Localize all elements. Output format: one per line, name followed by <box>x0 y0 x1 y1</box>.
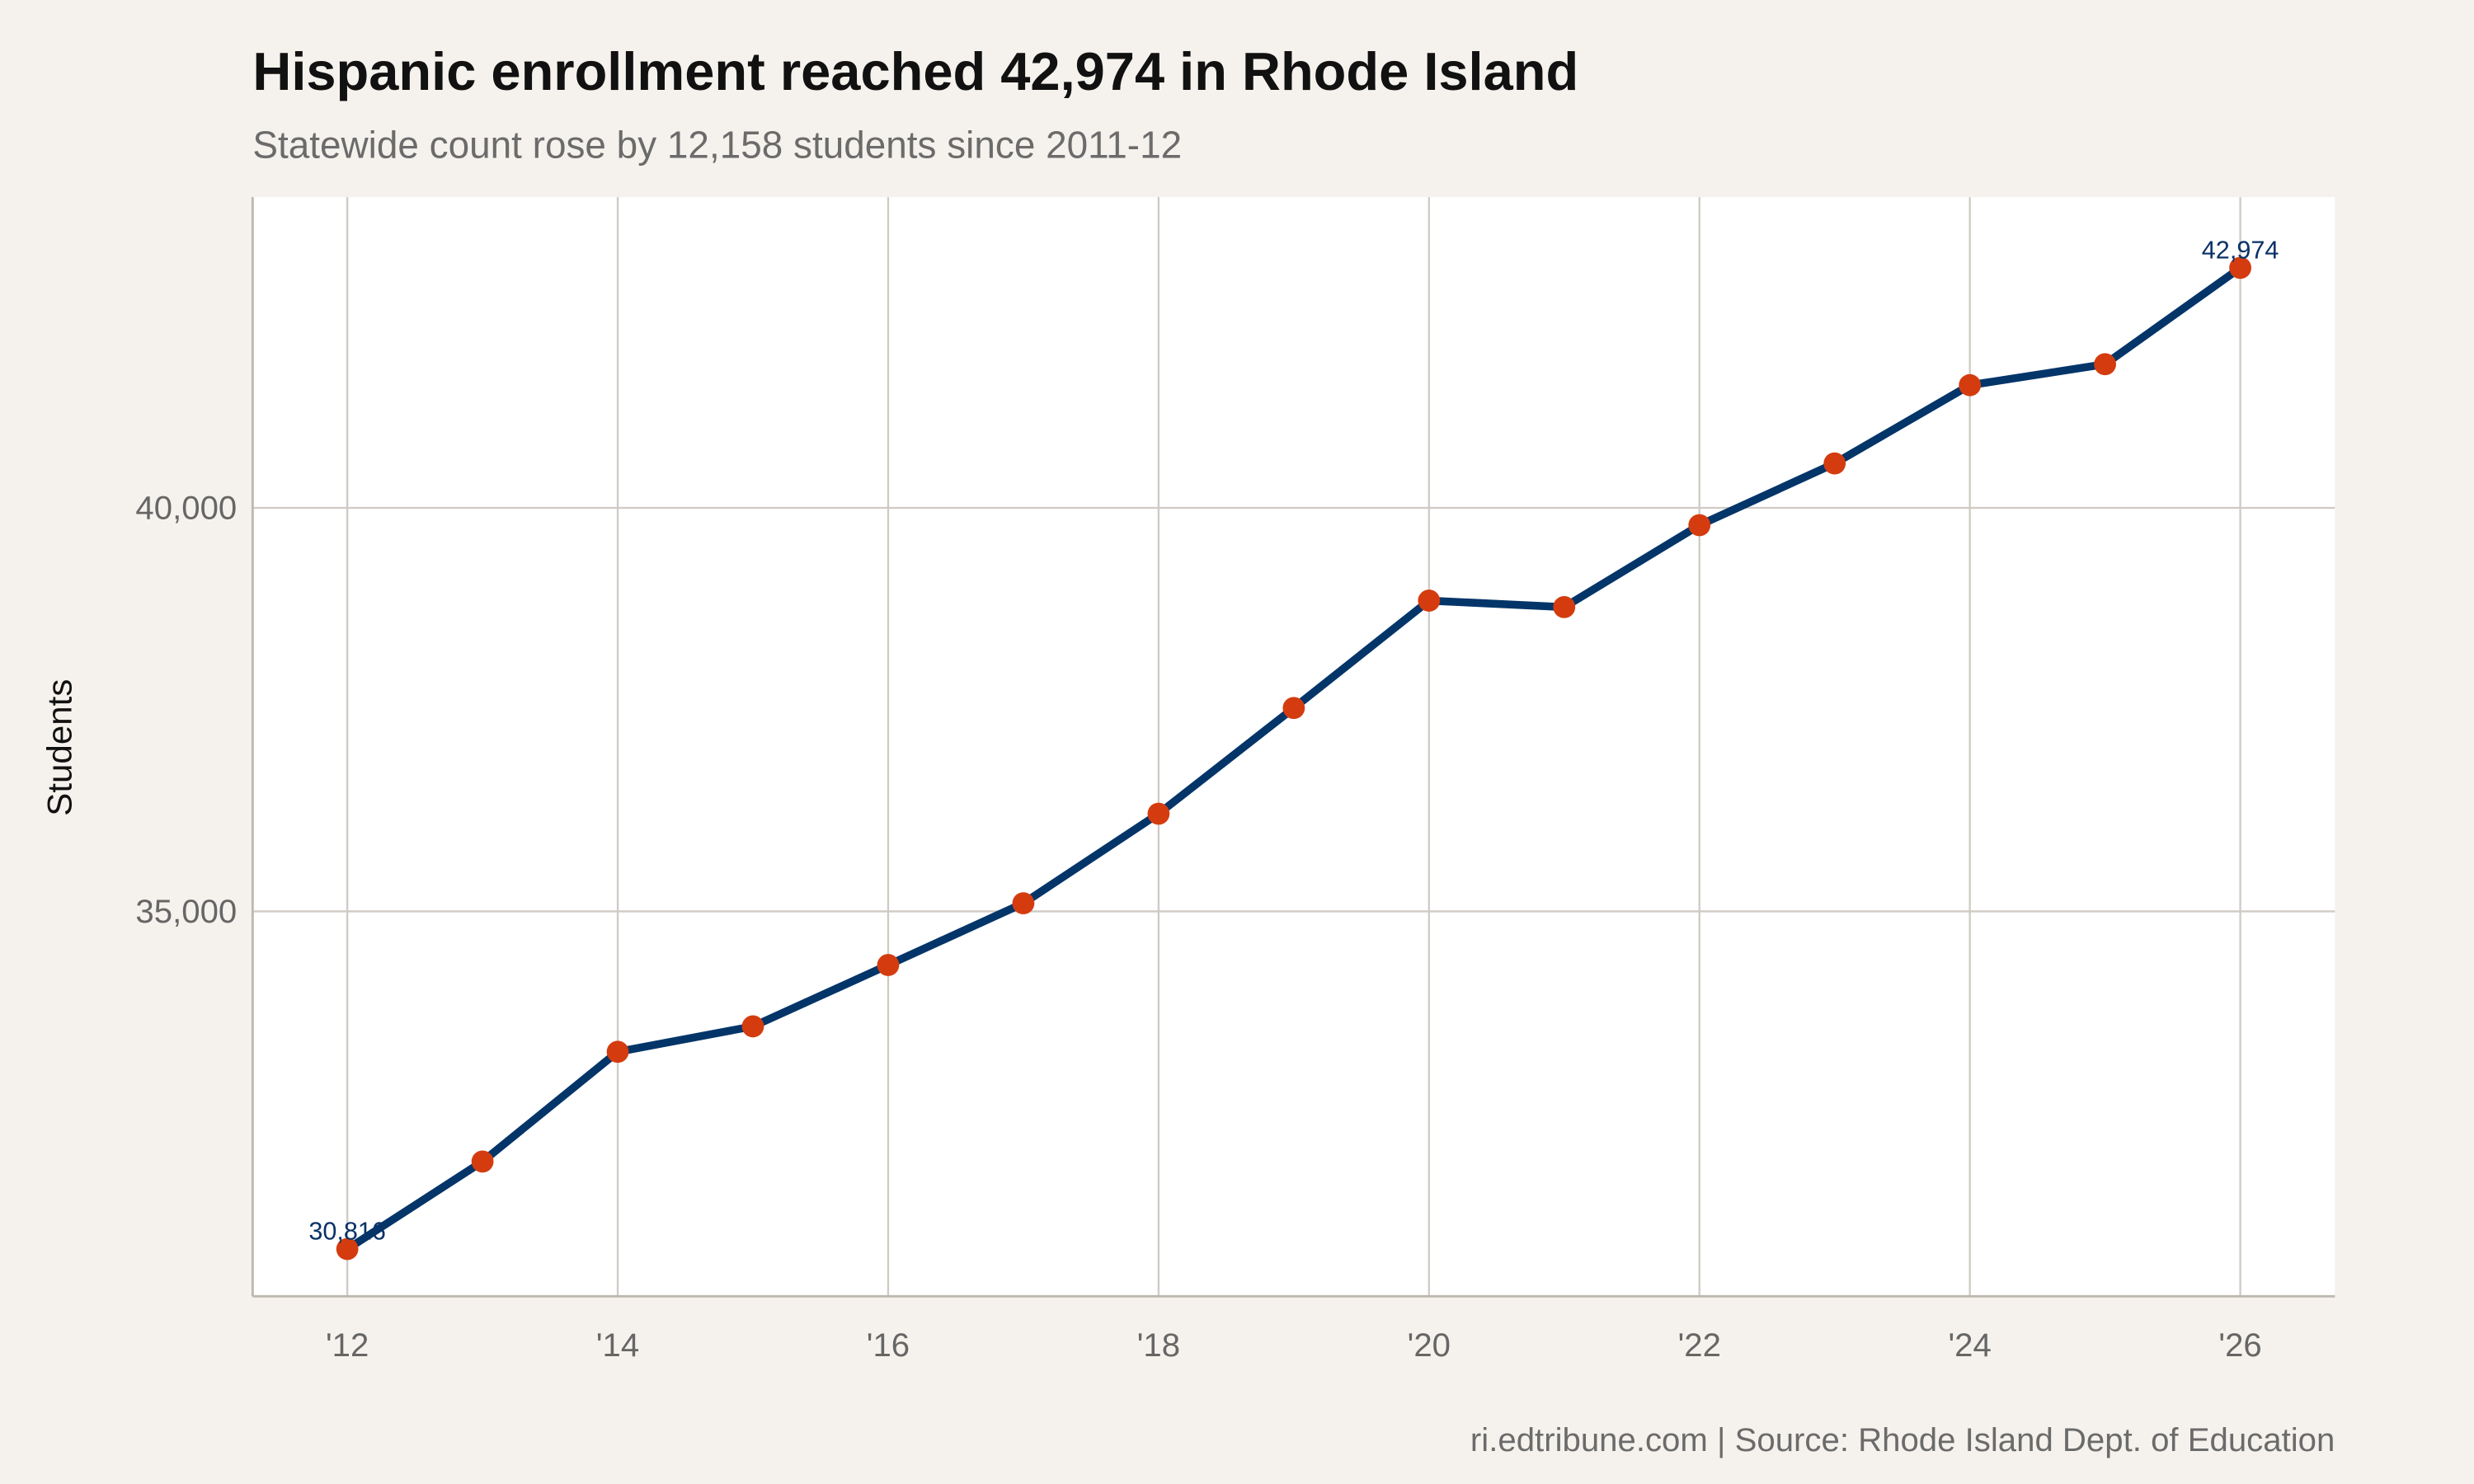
plot-panel <box>252 197 2335 1297</box>
data-point <box>1147 802 1170 825</box>
data-point <box>1418 589 1441 612</box>
x-tick-label: '26 <box>2218 1327 2261 1364</box>
data-point <box>2094 353 2117 376</box>
data-point <box>471 1150 494 1173</box>
y-tick-label: 35,000 <box>135 893 237 930</box>
x-tick-label: '18 <box>1137 1327 1180 1364</box>
data-point <box>1688 514 1711 537</box>
data-point <box>1823 452 1846 475</box>
x-tick-label: '12 <box>326 1327 369 1364</box>
data-label: 30,816 <box>308 1218 386 1246</box>
caption: ri.edtribune.com | Source: Rhode Island … <box>1470 1421 2335 1458</box>
tick-labels: '12 '14 '16 '18 '20 '22 '24 '26 35,000 40,000 <box>135 489 2261 1364</box>
y-tick-label: 40,000 <box>135 489 237 526</box>
data-point <box>606 1040 629 1064</box>
data-label: 42,974 <box>2202 236 2279 264</box>
y-axis-label: Students <box>40 679 78 816</box>
data-point <box>741 1015 764 1038</box>
chart-title: Hispanic enrollment reached 42,974 in Rh… <box>252 41 1578 101</box>
data-points <box>336 256 2251 1261</box>
data-point <box>336 1237 359 1261</box>
data-point <box>2229 256 2251 279</box>
data-point <box>877 954 900 976</box>
x-tick-label: '14 <box>596 1327 639 1364</box>
data-point <box>1282 697 1305 720</box>
x-tick-label: '16 <box>867 1327 910 1364</box>
data-point <box>1553 595 1576 618</box>
axes <box>251 197 2335 1298</box>
x-tick-label: '22 <box>1678 1327 1721 1364</box>
data-point <box>1959 373 1982 397</box>
chart-subtitle: Statewide count rose by 12,158 students … <box>252 123 1182 166</box>
x-tick-label: '20 <box>1408 1327 1451 1364</box>
data-labels: 30,816 42,974 <box>308 236 2279 1245</box>
data-point <box>1012 892 1035 915</box>
x-tick-label: '24 <box>1948 1327 1991 1364</box>
gridlines <box>252 197 2335 1297</box>
